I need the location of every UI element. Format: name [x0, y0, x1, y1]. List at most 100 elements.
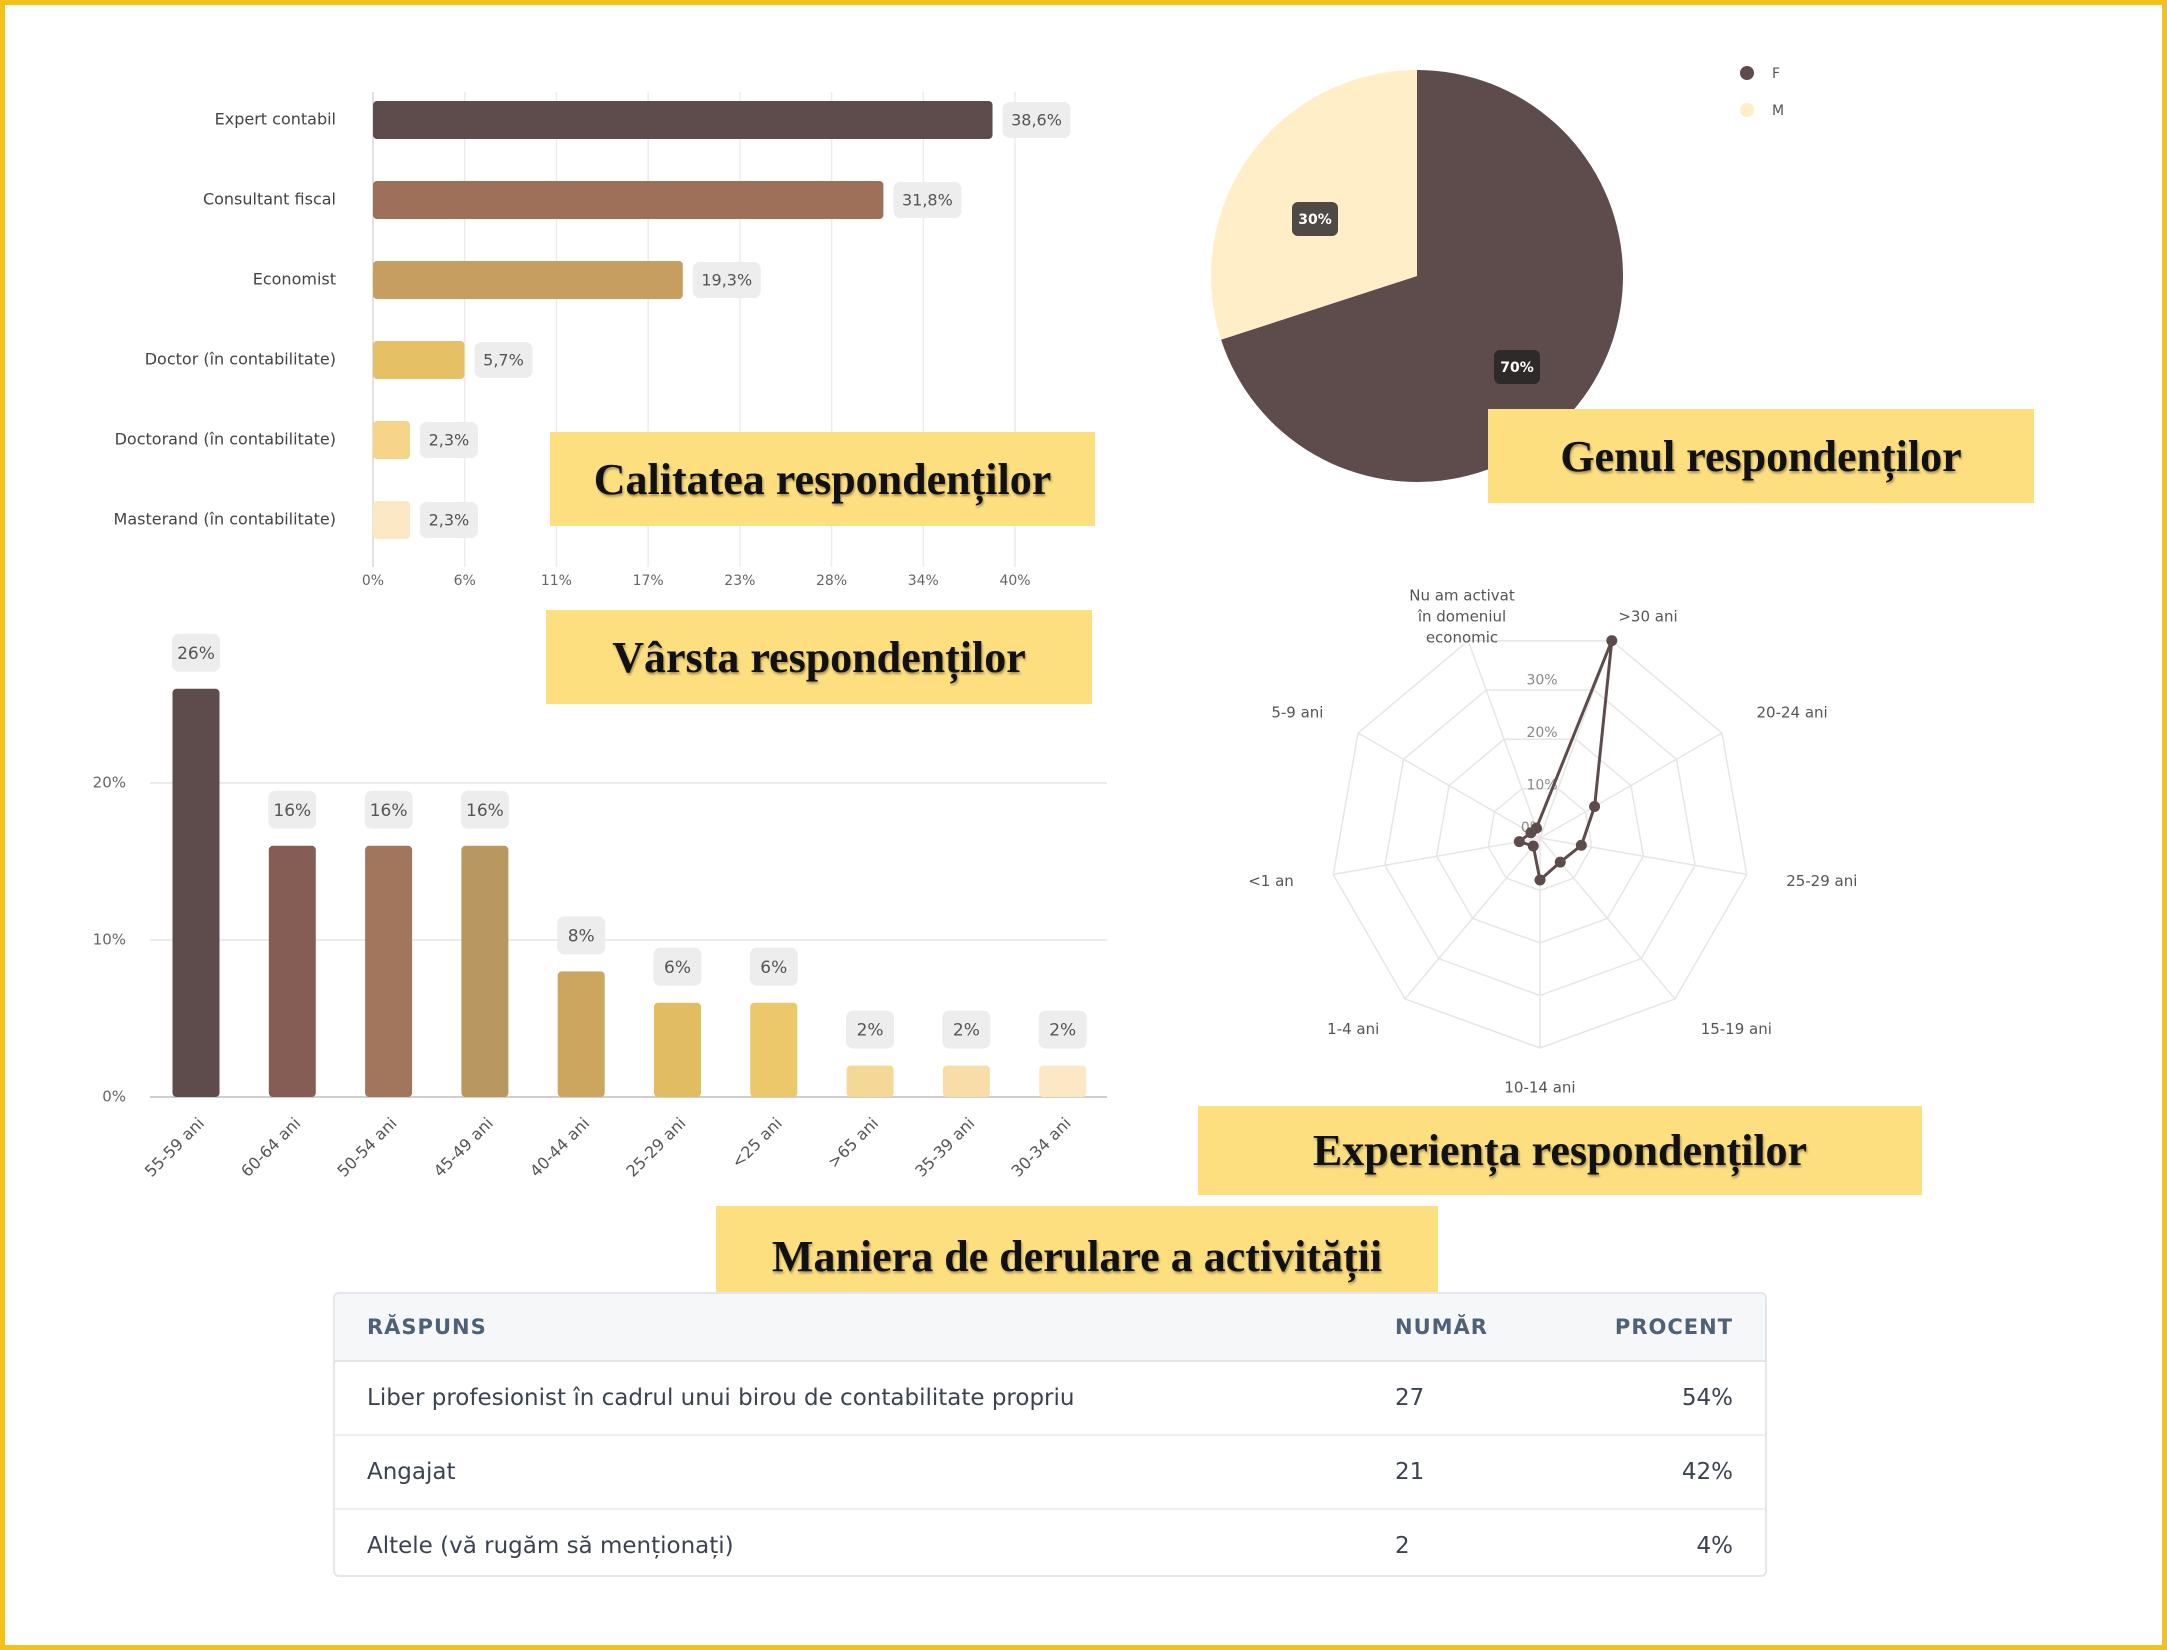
vbar-bar: [846, 1065, 894, 1097]
vbar-bar: [654, 1002, 701, 1097]
hbar-x-tick: 23%: [724, 573, 755, 589]
radar-ring: [1487, 787, 1593, 892]
vbar-category-label: <25 ani: [728, 1114, 786, 1172]
hbar-x-tick: 28%: [816, 573, 847, 589]
row-raspuns: Angajat: [367, 1459, 456, 1485]
radar-r-tick: 30%: [1526, 673, 1557, 689]
hbar-x-tick: 40%: [999, 573, 1030, 589]
hbar-value-label-bg: [893, 182, 962, 218]
vbar-category-label: >65 ani: [824, 1114, 882, 1172]
pie-legend-label: F: [1772, 66, 1780, 82]
hbar-value-label: 38,6%: [1011, 111, 1062, 130]
radar-axis-label: 5-9 ani: [1271, 704, 1323, 722]
vbar-bar: [172, 688, 220, 1097]
hbar-value-label: 2,3%: [429, 511, 470, 530]
hbar-x-tick: 34%: [908, 573, 939, 589]
vbar-value-label-bg: [172, 633, 220, 672]
vbar-category-label: 25-29 ani: [622, 1114, 689, 1181]
vbar-bar: [268, 845, 316, 1097]
row-procent: 42%: [1681, 1459, 1733, 1485]
radar-r-tick: 20%: [1526, 725, 1557, 741]
hbar-value-label: 5,7%: [483, 351, 524, 370]
radar-point: [1513, 836, 1525, 848]
hbar-x-tick: 0%: [362, 573, 384, 589]
radar-point: [1606, 635, 1618, 647]
radar-spoke: [1333, 837, 1541, 876]
title-experienta: Experiența respondenților: [1198, 1106, 1922, 1195]
title-maniera: Maniera de derulare a activității: [716, 1206, 1438, 1307]
radar-axis-label: <1 an: [1248, 872, 1294, 890]
vbar-category-label: 35-39 ani: [911, 1114, 978, 1181]
row-raspuns: Altele (vă rugăm să menționați): [367, 1533, 734, 1559]
vbar-category-label: 40-44 ani: [526, 1114, 593, 1181]
row-numar: 21: [1395, 1459, 1425, 1485]
table-row: Angajat 21 42%: [335, 1436, 1765, 1510]
header-procent: PROCENT: [1614, 1315, 1733, 1339]
vbar-y-tick: 10%: [93, 931, 126, 949]
table-row: Liber profesionist în cadrul unui birou …: [335, 1362, 1765, 1436]
vbar-value-label: 6%: [664, 958, 691, 978]
radar-axis-label: economic: [1426, 629, 1498, 647]
row-raspuns: Liber profesionist în cadrul unui birou …: [367, 1385, 1075, 1411]
pie-legend-label: M: [1772, 103, 1784, 119]
vbar-value-label-bg: [653, 947, 702, 986]
vbar-value-label-bg: [268, 790, 317, 829]
radar-axis-label: 1-4 ani: [1327, 1020, 1379, 1038]
vbar-bar: [365, 845, 413, 1097]
pie-value-label-bg: [1292, 202, 1338, 236]
hbar-value-label-bg: [474, 342, 533, 378]
hbar-category-label: Expert contabil: [215, 110, 336, 129]
vbar-bar: [557, 971, 605, 1097]
radar-spoke: [1357, 732, 1541, 839]
hbar-bar: [373, 181, 884, 219]
radar-point: [1530, 822, 1542, 834]
pie-legend-marker: [1740, 66, 1754, 80]
radar-axis-label: 15-19 ani: [1701, 1020, 1772, 1038]
hbar-value-label-bg: [419, 502, 478, 538]
vbar-value-label-bg: [460, 790, 509, 829]
radar-axis-label: 10-14 ani: [1504, 1079, 1575, 1097]
radar-point: [1589, 801, 1601, 812]
hbar-category-label: Doctor (în contabilitate): [145, 350, 336, 369]
hbar-category-label: Masterand (în contabilitate): [114, 510, 336, 529]
hbar-bar: [373, 261, 683, 299]
radar-point: [1554, 856, 1566, 868]
header-raspuns: RĂSPUNS: [367, 1315, 487, 1339]
radar-spoke: [1467, 640, 1541, 839]
vbar-value-label: 2%: [857, 1021, 884, 1041]
hbar-x-tick: 6%: [454, 573, 476, 589]
vbar-value-label: 2%: [953, 1021, 980, 1041]
vbar-category-label: 45-49 ani: [430, 1114, 497, 1181]
pie-legend-marker: [1740, 103, 1754, 117]
header-numar: NUMĂR: [1395, 1315, 1488, 1339]
radar-axis-label: Nu am activat: [1409, 587, 1515, 605]
hbar-x-tick: 11%: [541, 573, 572, 589]
hbar-value-label-bg: [692, 262, 761, 298]
row-numar: 2: [1395, 1533, 1410, 1559]
radar-point: [1575, 839, 1587, 851]
radar-ring: [1435, 738, 1645, 944]
vbar-value-label: 2%: [1049, 1021, 1076, 1041]
vbar-category-label: 30-34 ani: [1008, 1114, 1075, 1181]
hbar-bar: [373, 421, 410, 459]
hbar-category-label: Economist: [253, 270, 336, 289]
vbar-category-label: 50-54 ani: [333, 1114, 400, 1181]
hbar-bar: [373, 101, 993, 139]
hbar-value-label: 19,3%: [701, 271, 752, 290]
radar-axis-label: >30 ani: [1618, 608, 1677, 626]
radar-spoke: [1539, 732, 1723, 839]
hbar-category-label: Consultant fiscal: [203, 190, 336, 209]
radar-spoke: [1539, 837, 1747, 876]
vbar-bar: [942, 1065, 990, 1097]
vbar-value-label-bg: [749, 947, 798, 986]
vbar-category-label: 55-59 ani: [141, 1114, 208, 1181]
table-header: RĂSPUNS NUMĂR PROCENT: [335, 1294, 1765, 1362]
row-numar: 27: [1395, 1385, 1425, 1411]
title-calitatea: Calitatea respondenților: [550, 432, 1095, 526]
vbar-value-label-bg: [364, 790, 413, 829]
radar-axis-label: 20-24 ani: [1757, 704, 1828, 722]
hbar-category-label: Doctorand (în contabilitate): [115, 430, 336, 449]
radar-axis-label: în domeniul: [1417, 608, 1506, 626]
pie-value-label: 70%: [1500, 360, 1534, 376]
